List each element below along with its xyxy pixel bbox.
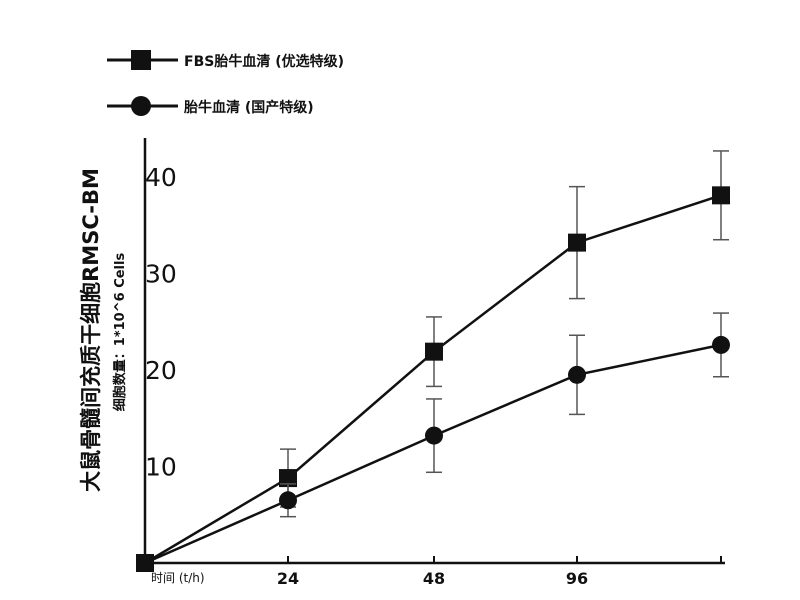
data-point-circle — [425, 426, 443, 445]
data-point-square — [425, 342, 443, 361]
y-axis-subtitle: 细胞数量：1*10^6 Cells — [112, 253, 128, 412]
data-point-circle — [568, 365, 586, 384]
legend-item-fbs: FBS胎牛血清 (优选特级) — [107, 50, 344, 70]
y-tick-label: 40 — [145, 163, 177, 192]
y-axis-title: 大鼠骨髓间充质干细胞RMSC-BM — [79, 168, 103, 492]
data-point-circle — [136, 554, 154, 572]
series-line — [144, 194, 722, 565]
x-axis-ticks: 24 48 96 — [277, 569, 588, 588]
legend: FBS胎牛血清 (优选特级) 胎牛血清 (国产特级) — [107, 50, 344, 116]
plot-area — [136, 150, 730, 572]
series-line — [144, 343, 722, 565]
data-point-square — [712, 186, 730, 205]
legend-square-marker — [131, 50, 151, 70]
x-axis-title: 时间 (t/h) — [151, 571, 205, 585]
y-tick-label: 10 — [145, 453, 177, 482]
legend-circle-marker — [131, 96, 151, 116]
series-domestic — [136, 312, 730, 572]
data-point-circle — [712, 335, 730, 354]
x-tick-label: 48 — [423, 569, 445, 588]
data-point-square — [279, 469, 297, 488]
x-tick-label: 96 — [566, 569, 588, 588]
legend-label-fbs: FBS胎牛血清 (优选特级) — [184, 53, 344, 70]
legend-label-domestic: 胎牛血清 (国产特级) — [184, 99, 314, 116]
legend-item-domestic: 胎牛血清 (国产特级) — [107, 96, 314, 116]
y-axis-ticks: 10 20 30 40 — [145, 163, 177, 482]
y-tick-label: 20 — [145, 356, 177, 385]
x-tick-label: 24 — [277, 569, 299, 588]
data-point-circle — [279, 491, 297, 510]
data-point-square — [568, 233, 586, 252]
y-tick-label: 30 — [145, 260, 177, 289]
